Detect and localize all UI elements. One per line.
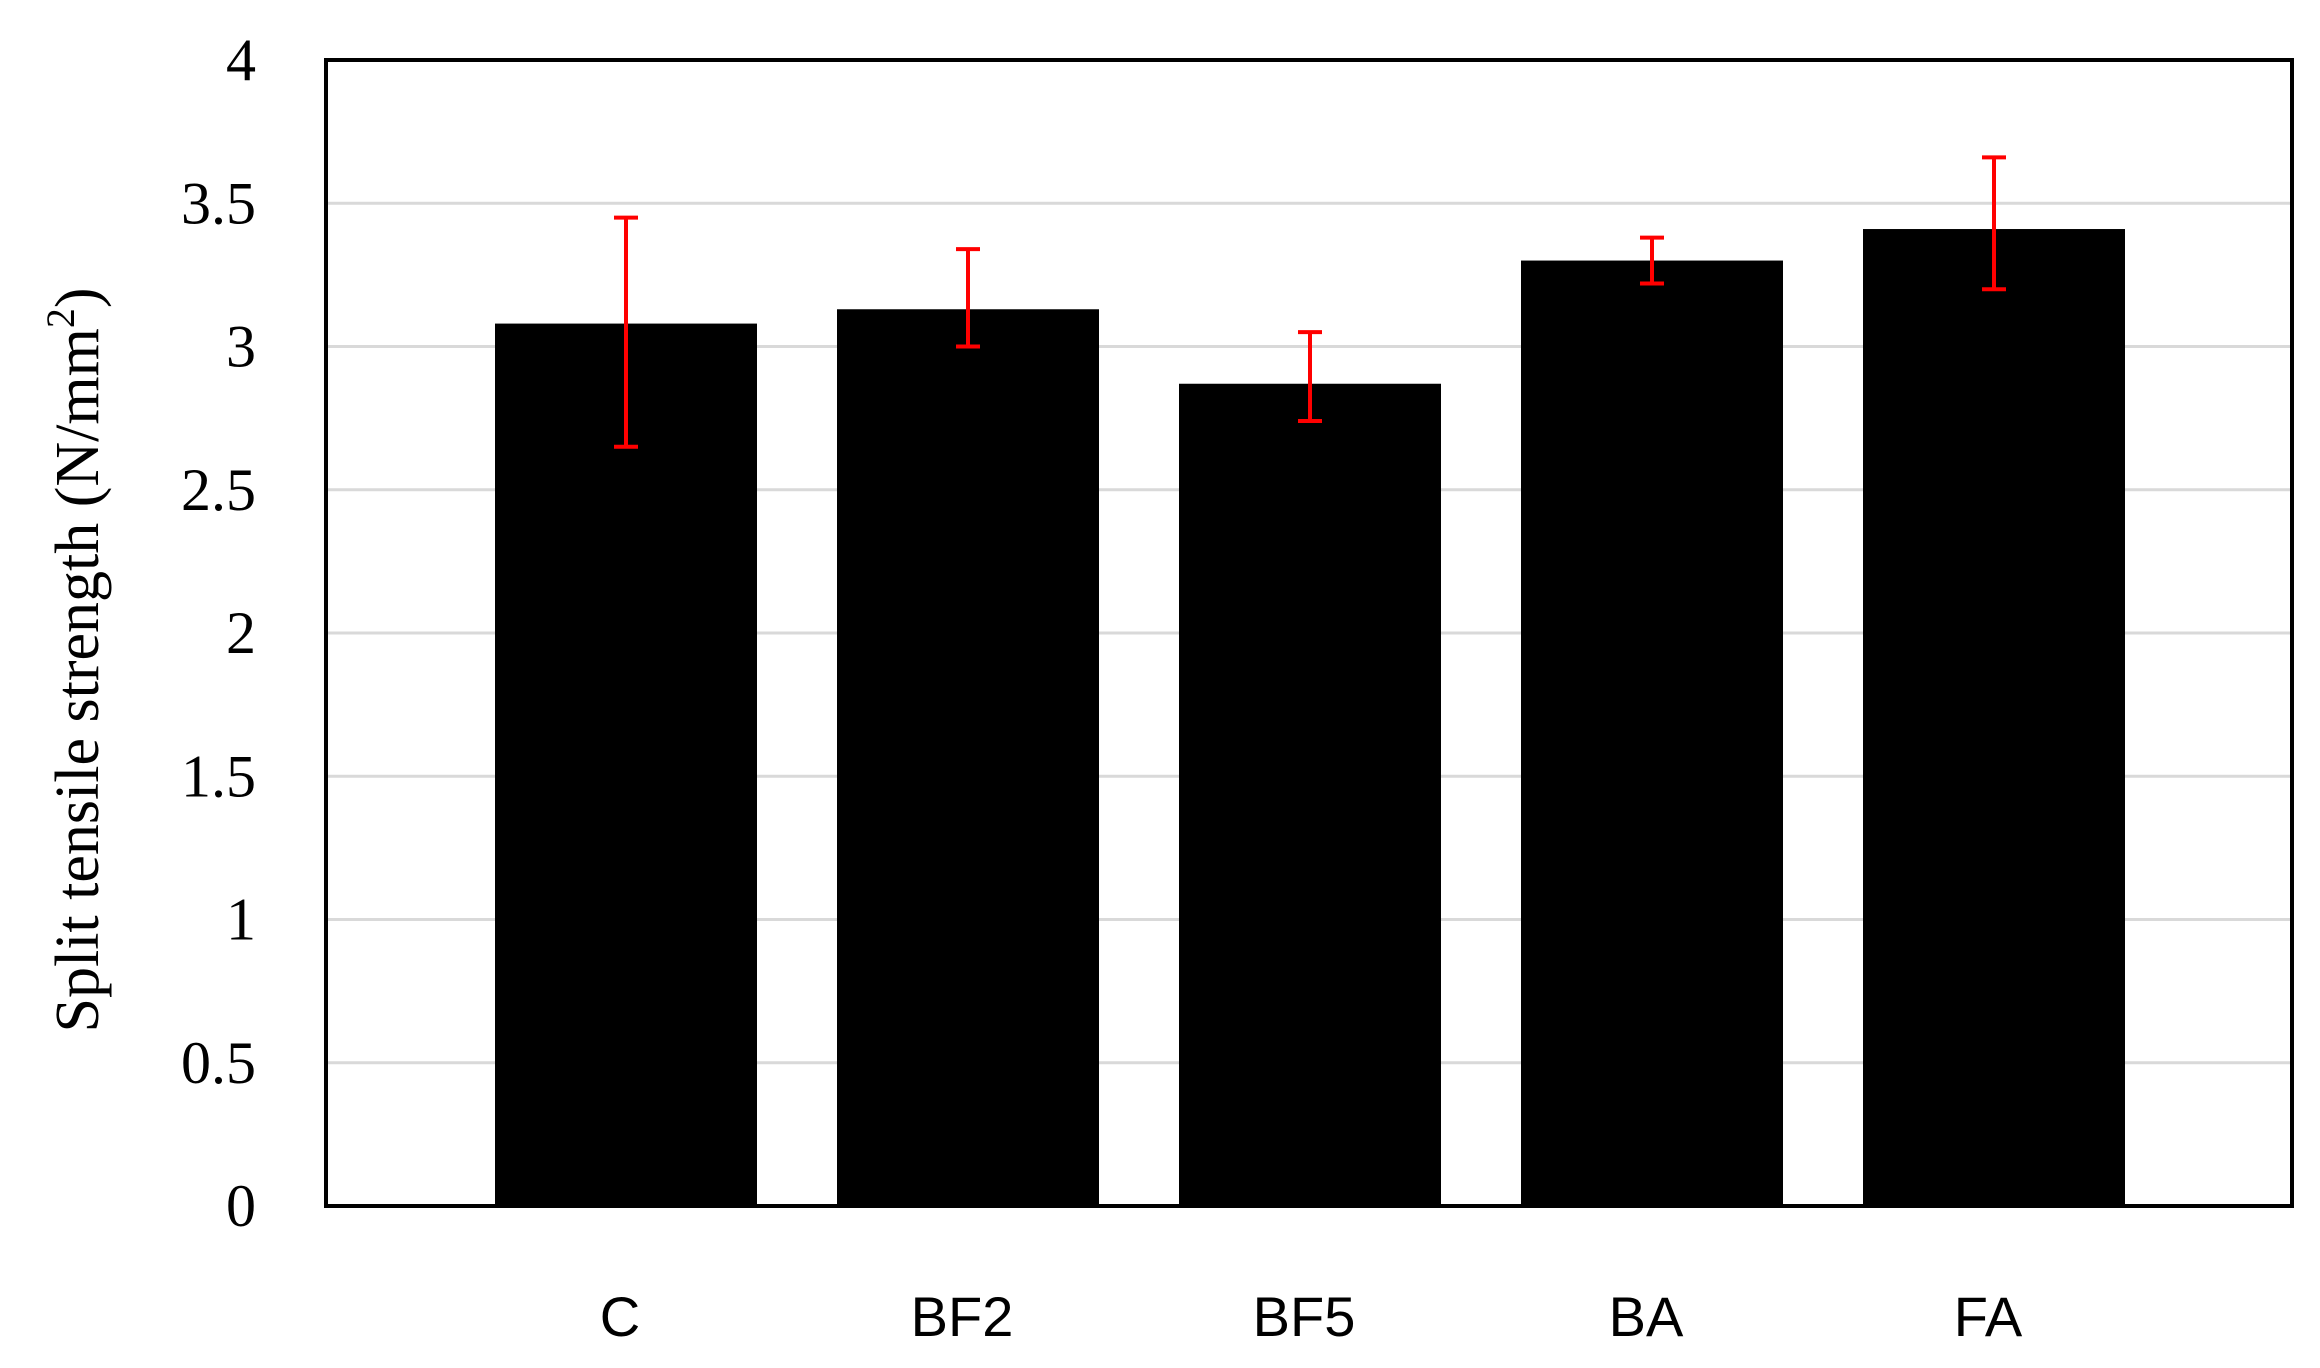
x-tick-label-ba: BA xyxy=(1609,1285,1684,1348)
bar-fa xyxy=(1863,229,2125,1206)
y-axis-label: Split tensile strength (N/mm2) xyxy=(38,288,112,1033)
x-tick-label-c: C xyxy=(600,1285,640,1348)
error-bar-c xyxy=(614,215,638,449)
y-tick-label: 3.5 xyxy=(181,170,256,236)
x-tick-label-fa: FA xyxy=(1954,1285,2023,1348)
y-tick-label: 1 xyxy=(226,887,256,953)
error-bars xyxy=(614,155,2006,449)
x-tick-label-bf2: BF2 xyxy=(911,1285,1014,1348)
x-tick-labels: C BF2 BF5 BA FA xyxy=(600,1285,2023,1348)
error-bar-ba xyxy=(1640,235,1664,286)
bar-bf5 xyxy=(1179,383,1441,1206)
y-tick-label: 0.5 xyxy=(181,1030,256,1096)
y-tick-label: 0 xyxy=(226,1173,256,1239)
y-tick-label: 2 xyxy=(226,600,256,666)
y-tick-labels: 0 0.5 1 1.5 2 2.5 3 3.5 4 xyxy=(181,27,256,1239)
y-tick-label: 1.5 xyxy=(181,743,256,809)
error-bar-bf2 xyxy=(956,247,980,349)
y-axis-label-main: Split tensile strength (N/mm xyxy=(44,328,112,1032)
bar-ba xyxy=(1521,260,1783,1206)
error-bar-fa xyxy=(1982,155,2006,292)
x-tick-label-bf5: BF5 xyxy=(1253,1285,1356,1348)
y-axis-label-close: ) xyxy=(44,288,112,309)
y-axis-label-superscript: 2 xyxy=(38,308,83,328)
bars xyxy=(495,229,2125,1207)
bar-c xyxy=(495,323,757,1207)
y-tick-label: 2.5 xyxy=(181,457,256,523)
error-bar-bf5 xyxy=(1298,330,1322,423)
y-tick-label: 4 xyxy=(226,27,256,93)
bar-bf2 xyxy=(837,309,1099,1206)
plot-frame xyxy=(324,58,2294,1208)
y-tick-label: 3 xyxy=(226,314,256,380)
